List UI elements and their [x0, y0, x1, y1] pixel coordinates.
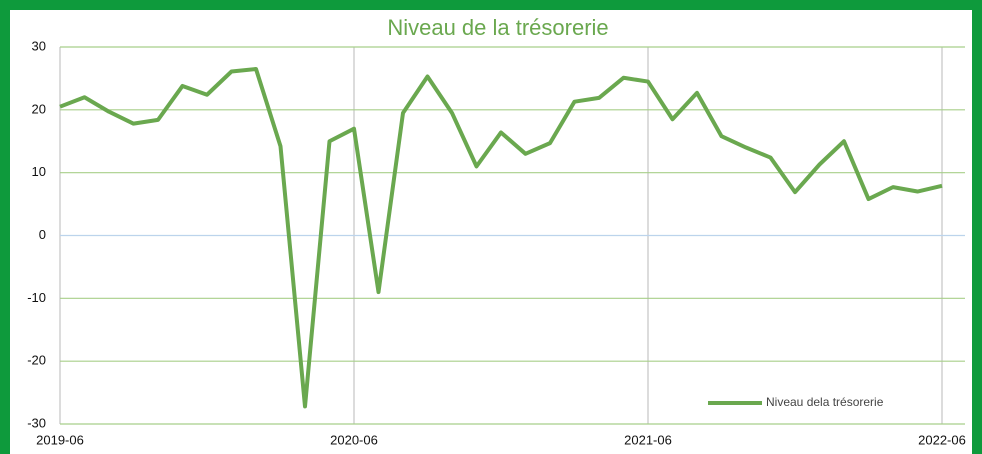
x-tick-label: 2019-06 [36, 432, 84, 447]
plot-background [10, 10, 972, 454]
data-line [59, 66, 943, 409]
y-tick-label: 10 [32, 164, 46, 179]
y-tick-label: -30 [27, 415, 46, 430]
legend-label: Niveau dela trésorerie [766, 395, 884, 409]
y-tick-label: 30 [32, 38, 46, 53]
y-tick-label: 20 [32, 101, 46, 116]
y-tick-label: -20 [27, 353, 46, 368]
x-tick-label: 2022-06 [918, 432, 966, 447]
y-tick-label: 0 [39, 227, 46, 242]
y-tick-label: -10 [27, 290, 46, 305]
x-tick-label: 2021-06 [624, 432, 672, 447]
chart-title: Niveau de la trésorerie [387, 15, 608, 40]
x-tick-label: 2020-06 [330, 432, 378, 447]
